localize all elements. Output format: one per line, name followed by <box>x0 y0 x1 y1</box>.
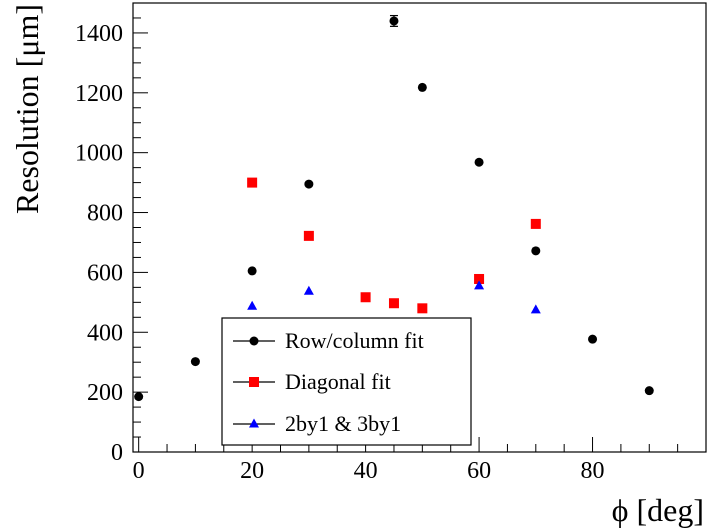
x-tick-label: 20 <box>240 458 264 484</box>
y-tick-label: 1000 <box>75 141 123 167</box>
legend-marker <box>249 418 259 428</box>
y-tick-label: 1400 <box>75 21 123 47</box>
y-tick-label: 400 <box>87 320 123 346</box>
y-tick-label: 600 <box>87 260 123 286</box>
legend-entry: 2by1 & 3by1 <box>233 411 401 436</box>
data-point <box>247 266 257 276</box>
y-tick-label: 0 <box>111 440 123 466</box>
data-point <box>530 304 541 314</box>
legend-marker <box>249 336 259 346</box>
data-point <box>388 298 399 309</box>
y-axis-title: Resolution [μm] <box>9 4 45 214</box>
data-point <box>474 157 484 167</box>
data-point <box>247 300 258 310</box>
legend: Row/column fit Diagonal fit 2by1 & 3by1 <box>221 317 472 446</box>
legend-label: 2by1 & 3by1 <box>285 411 401 436</box>
data-point <box>389 16 399 26</box>
x-axis-title: ϕ [deg] <box>612 492 704 528</box>
data-points <box>134 16 654 402</box>
data-point <box>360 292 371 303</box>
data-point <box>644 386 654 396</box>
data-point <box>134 392 144 402</box>
data-point <box>303 230 314 241</box>
data-point <box>304 179 314 189</box>
data-point <box>474 280 485 290</box>
data-point <box>417 82 427 92</box>
data-point <box>588 334 598 344</box>
x-tick-label: 40 <box>354 458 378 484</box>
legend-label: Diagonal fit <box>285 369 391 394</box>
legend-entry: Diagonal fit <box>233 369 391 394</box>
x-tick-label: 80 <box>581 458 605 484</box>
series-1 <box>134 16 654 402</box>
legend-marker <box>249 377 259 387</box>
legend-label: Row/column fit <box>285 328 424 353</box>
series-2 <box>247 177 541 314</box>
data-point <box>530 218 541 229</box>
data-point <box>247 177 258 188</box>
data-point <box>531 246 541 256</box>
x-tick-label: 60 <box>467 458 491 484</box>
legend-entry: Row/column fit <box>233 328 424 353</box>
series-3 <box>247 280 541 314</box>
y-tick-label: 800 <box>87 201 123 227</box>
data-point <box>474 273 485 284</box>
y-tick-label: 1200 <box>75 81 123 107</box>
x-tick-label: 0 <box>133 458 145 484</box>
y-tick-label: 200 <box>87 380 123 406</box>
data-point <box>303 285 314 295</box>
data-point <box>190 357 200 367</box>
data-point <box>417 303 428 314</box>
